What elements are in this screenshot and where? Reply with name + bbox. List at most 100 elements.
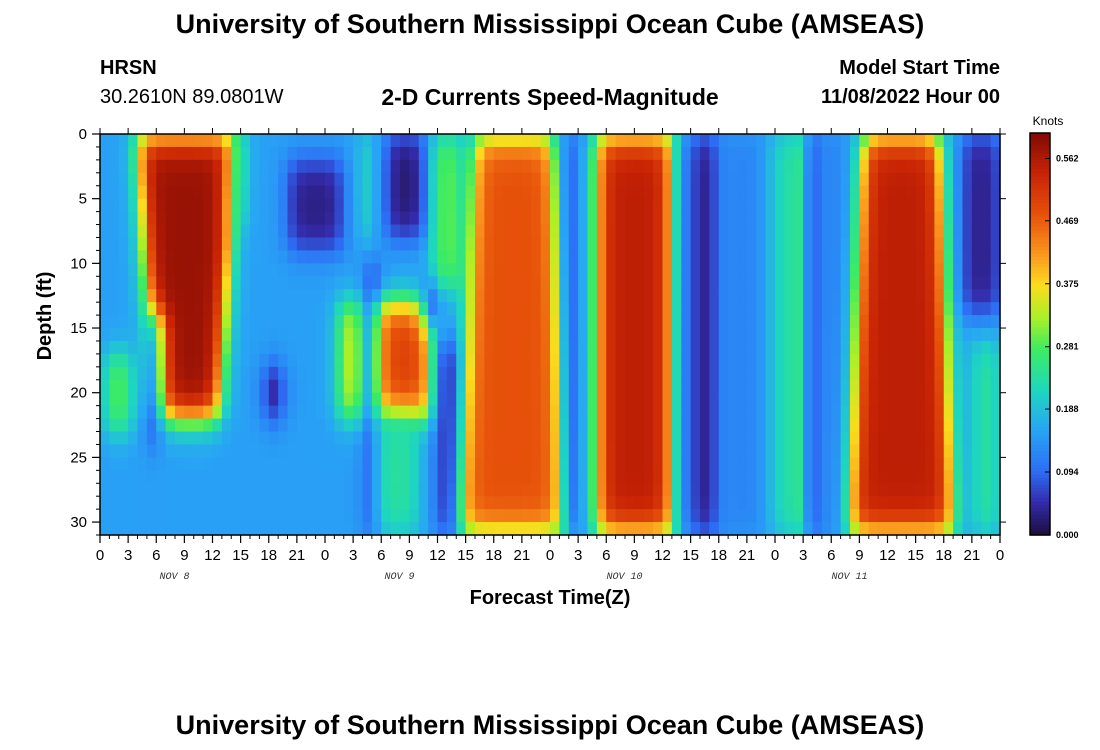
heat-cell [578,263,589,277]
colorbar-segment [1030,210,1050,214]
heat-cell [887,315,898,329]
heat-cell [268,392,279,407]
heat-cell [493,405,504,420]
heat-cell [287,185,298,200]
colorbar-tick-label: 0.188 [1056,404,1079,414]
heat-cell [362,353,373,368]
heat-cell [559,224,570,239]
colorbar-segment [1030,143,1050,147]
heat-cell [765,263,776,277]
heat-cell [128,198,139,213]
heat-cell [662,328,673,342]
heat-cell [512,328,523,342]
heat-cell [362,237,373,252]
heat-cell [887,146,898,161]
heat-cell [334,366,345,381]
heat-cell [268,522,279,536]
heat-cell [596,509,607,523]
x-tick-label: 0 [996,547,1004,564]
heat-cell [240,483,251,497]
heat-cell [446,146,457,161]
heat-cell [803,134,814,148]
heat-cell [709,483,720,497]
heat-cell [596,470,607,484]
heat-cell [812,340,823,355]
heat-cell [156,302,167,316]
heat-cell [437,185,448,200]
heat-cell [578,146,589,161]
heat-cell [784,159,795,174]
heat-cell [765,379,776,394]
heat-cell [390,198,401,213]
heat-cell [146,159,157,174]
heat-cell [671,198,682,213]
heat-cell [700,302,710,316]
heat-cell [709,185,720,200]
heat-cell [868,431,879,446]
heat-cell [653,185,664,200]
heat-cell [981,172,992,187]
heat-cell [812,470,823,484]
heat-cell [821,444,832,458]
heat-cell [728,457,739,471]
heat-cell [540,522,551,536]
colorbar-segment [1030,344,1050,348]
heat-cell [484,328,495,342]
heat-cell [540,457,551,471]
heat-cell [521,263,532,277]
heat-cell [765,237,776,252]
heat-cell [334,444,345,458]
heat-cell [418,405,429,420]
heat-cell [681,211,692,226]
heat-cell [353,522,364,536]
heat-cell [887,522,898,536]
heat-cell [634,470,645,484]
heat-cell [765,509,776,523]
heat-cell [615,159,626,174]
x-tick-label: 6 [602,547,610,564]
heat-cell [737,496,748,510]
heat-cell [831,457,842,471]
heat-cell [775,302,785,316]
heat-cell [146,340,157,355]
heat-cell [437,470,448,484]
heat-cell [475,470,485,484]
heat-cell [765,146,776,161]
heat-cell [343,198,354,213]
heat-cell [400,237,410,252]
heat-cell [175,353,185,368]
heat-cell [334,276,345,290]
heat-cell [493,418,504,433]
heat-cell [184,392,195,407]
heat-cell [484,250,495,264]
heat-cell [381,457,392,471]
colorbar-segment [1030,243,1050,248]
heat-cell [381,405,392,420]
heat-cell [803,302,814,316]
heat-cell [690,315,701,329]
heat-cell [962,509,973,523]
heat-cell [971,444,982,458]
heat-cell [625,198,635,213]
heat-cell [296,198,307,213]
heat-cell [653,263,664,277]
heat-cell [456,172,467,187]
heat-cell [128,315,139,329]
heat-cell [793,159,804,174]
heat-cell [934,185,945,200]
heat-cell [840,392,851,407]
heat-cell [259,405,270,420]
heat-cell [896,431,907,446]
heat-cell [803,444,814,458]
heat-cell [850,302,860,316]
heat-cell [906,392,917,407]
heat-cell [381,522,392,536]
heat-cell [606,134,617,148]
x-tick-label: 6 [152,547,160,564]
heat-cell [287,263,298,277]
heat-cell [446,328,457,342]
heat-cell [371,289,382,303]
x-tick-label: 21 [289,547,306,564]
heat-cell [962,263,973,277]
heat-cell [221,522,232,536]
